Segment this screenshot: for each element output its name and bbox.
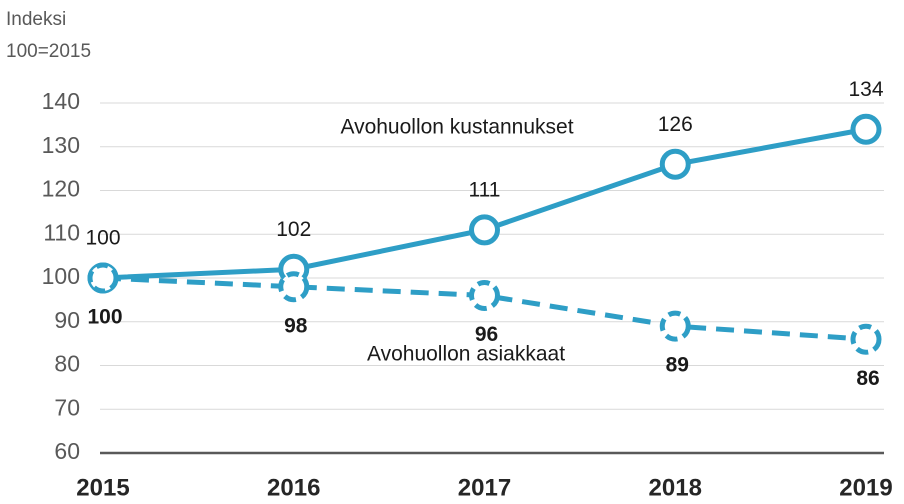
y-tick-label: 60 [54, 438, 80, 464]
data-label: 100 [87, 306, 122, 329]
y-axis-label: 100=2015 [6, 41, 91, 62]
y-tick-label: 100 [42, 263, 80, 289]
y-tick-label: 120 [42, 176, 80, 202]
marker [850, 113, 882, 145]
x-tick-label: 2018 [649, 474, 702, 501]
marker [659, 148, 691, 180]
data-label: 100 [85, 227, 120, 250]
line [102, 126, 867, 281]
data-label: 126 [658, 113, 693, 136]
data-label: 98 [284, 314, 308, 337]
marker [850, 323, 882, 355]
x-tick-label: 2016 [267, 474, 320, 501]
data-label: 96 [475, 323, 498, 346]
series-label: Avohuollon kustannukset [340, 116, 573, 139]
x-tick-label: 2015 [76, 474, 129, 501]
data-label: 102 [276, 218, 311, 241]
y-axis-label: Indeksi [6, 9, 66, 30]
series-label: Avohuollon asiakkaat [367, 343, 565, 366]
marker [87, 262, 119, 294]
marker [469, 214, 500, 246]
y-tick-label: 110 [43, 219, 80, 245]
y-tick-label: 130 [42, 132, 80, 158]
marker [659, 310, 691, 342]
x-tick-label: 2017 [458, 474, 511, 501]
data-label: 89 [666, 354, 689, 377]
y-tick-label: 80 [54, 351, 80, 377]
marker [469, 280, 500, 311]
x-tick-label: 2019 [839, 474, 892, 501]
y-tick-label: 70 [54, 394, 80, 420]
y-tick-label: 140 [42, 88, 80, 114]
marker [278, 271, 310, 303]
y-tick-label: 90 [54, 307, 80, 333]
data-label: 111 [469, 178, 501, 201]
data-label: 134 [848, 78, 883, 101]
data-label: 86 [856, 367, 879, 390]
